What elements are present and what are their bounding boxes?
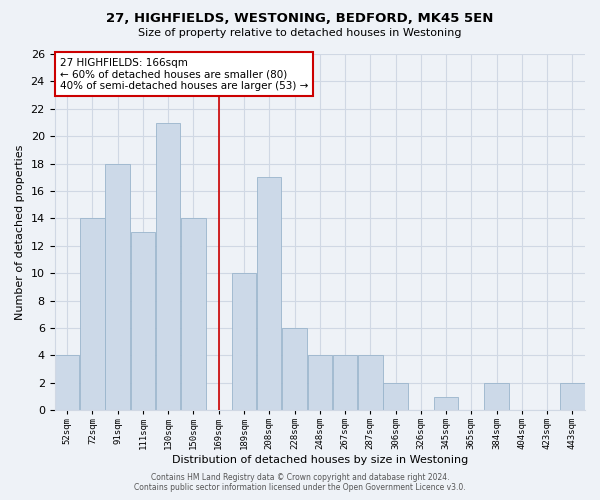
Bar (257, 178, 281, 410)
Bar (55, 356, 79, 410)
Bar (131, 232, 155, 410)
Bar (434, 396, 458, 410)
Text: Size of property relative to detached houses in Westoning: Size of property relative to detached ho… (138, 28, 462, 38)
Bar (232, 273, 256, 410)
Text: 27 HIGHFIELDS: 166sqm
← 60% of detached houses are smaller (80)
40% of semi-deta: 27 HIGHFIELDS: 166sqm ← 60% of detached … (60, 58, 308, 91)
Bar (106, 164, 130, 410)
Bar (358, 356, 383, 410)
X-axis label: Distribution of detached houses by size in Westoning: Distribution of detached houses by size … (172, 455, 468, 465)
Text: Contains HM Land Registry data © Crown copyright and database right 2024.
Contai: Contains HM Land Registry data © Crown c… (134, 473, 466, 492)
Bar (383, 383, 408, 410)
Text: 27, HIGHFIELDS, WESTONING, BEDFORD, MK45 5EN: 27, HIGHFIELDS, WESTONING, BEDFORD, MK45… (106, 12, 494, 26)
Bar (560, 383, 584, 410)
Bar (308, 356, 332, 410)
Bar (156, 122, 181, 410)
Bar (80, 218, 104, 410)
Y-axis label: Number of detached properties: Number of detached properties (15, 144, 25, 320)
Bar (282, 328, 307, 410)
Bar (181, 218, 206, 410)
Bar (484, 383, 509, 410)
Bar (333, 356, 357, 410)
